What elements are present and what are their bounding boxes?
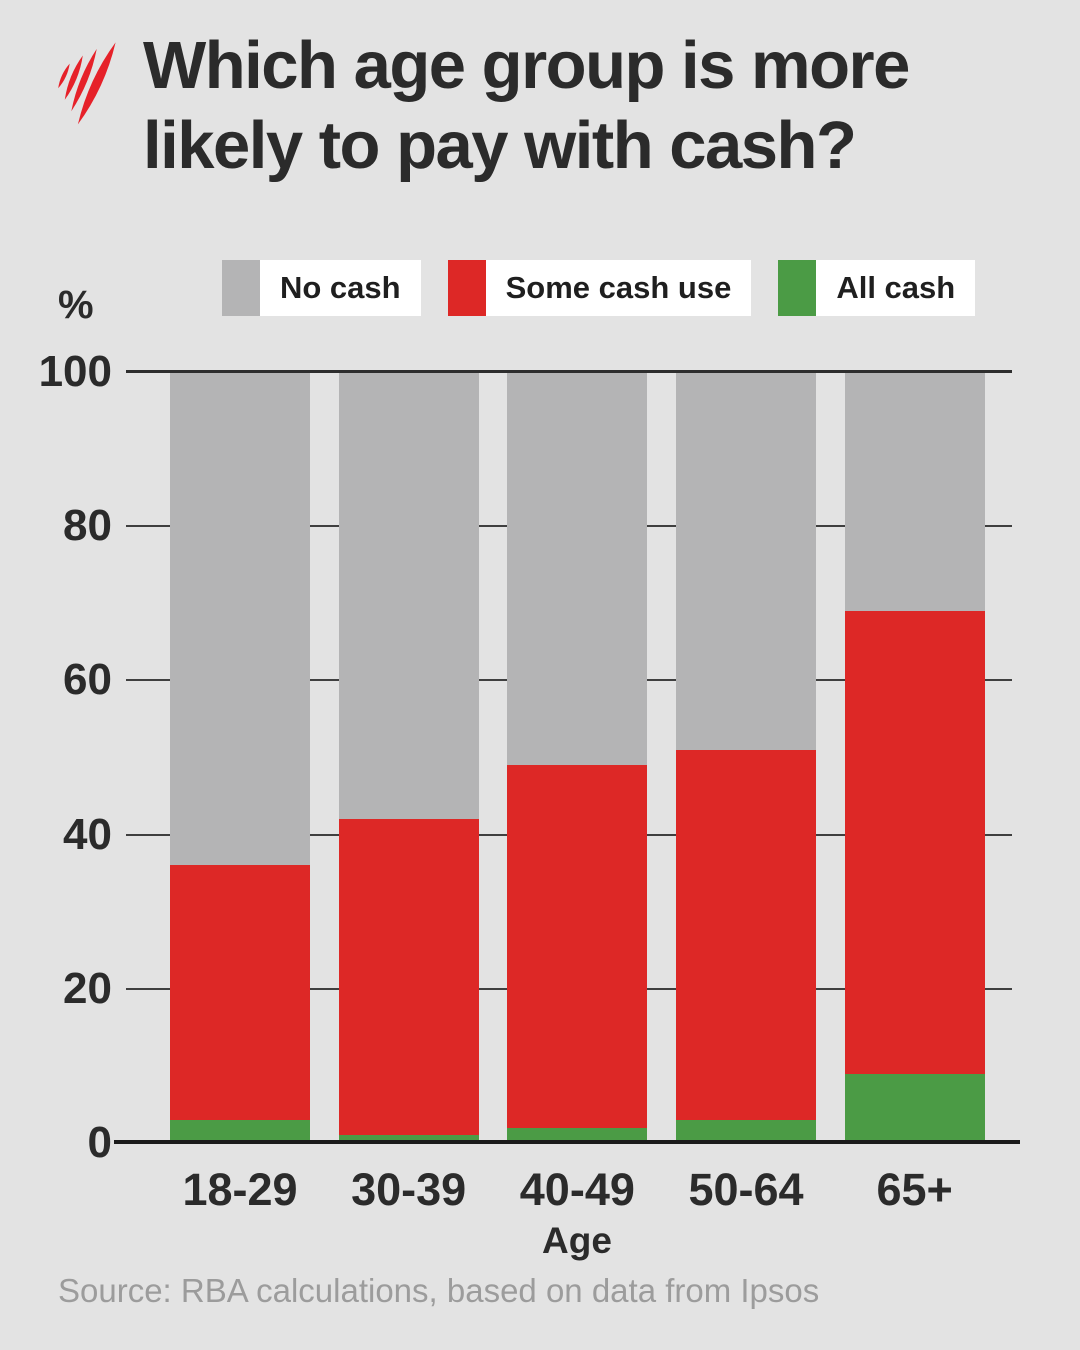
legend-label: Some cash use xyxy=(485,260,752,316)
bar-segment-30-39-no-cash xyxy=(338,372,479,820)
legend-swatch xyxy=(447,260,486,316)
bar-segment-30-39-all-cash xyxy=(338,1135,479,1143)
bar-segment-18-29-some-cash-use xyxy=(170,865,310,1120)
legend-item-all-cash: All cash xyxy=(778,260,976,316)
bar-18-29 xyxy=(170,372,310,1143)
legend-item-no-cash: No cash xyxy=(222,260,421,316)
bar-segment-40-49-no-cash xyxy=(507,372,648,766)
bar-segment-40-49-all-cash xyxy=(507,1127,648,1143)
x-tick-label-50-64: 50-64 xyxy=(688,1164,804,1215)
bar-segment-40-49-some-cash-use xyxy=(507,765,648,1128)
bar-segment-50-64-some-cash-use xyxy=(676,749,816,1120)
title-line-1: Which age group is more xyxy=(143,28,910,103)
y-tick-label-20: 20 xyxy=(63,963,112,1013)
chart-legend: No cash Some cash use All cash xyxy=(222,260,976,316)
legend-label: All cash xyxy=(816,260,976,316)
y-tick-label-40: 40 xyxy=(63,809,112,859)
sbs-flame-logo xyxy=(58,42,116,125)
x-axis-title: Age xyxy=(542,1220,612,1261)
bar-segment-30-39-some-cash-use xyxy=(338,819,479,1136)
y-tick-label-100: 100 xyxy=(38,347,112,396)
bar-40-49 xyxy=(507,372,648,1143)
x-tick-label-40-49: 40-49 xyxy=(519,1164,635,1215)
bar-segment-65+-some-cash-use xyxy=(844,611,985,1074)
legend-swatch xyxy=(778,260,817,316)
y-tick-label-0: 0 xyxy=(87,1118,112,1167)
x-tick-label-30-39: 30-39 xyxy=(351,1164,467,1215)
bar-segment-18-29-no-cash xyxy=(170,372,310,866)
legend-item-some-cash-use: Some cash use xyxy=(447,260,752,316)
bar-65+ xyxy=(844,372,985,1143)
gridline-100 xyxy=(126,370,1012,373)
bar-segment-65+-no-cash xyxy=(844,372,985,612)
legend-swatch xyxy=(222,260,260,316)
title-line-2: likely to pay with cash? xyxy=(143,107,857,183)
y-axis-unit-label: % xyxy=(58,283,94,327)
bar-30-39 xyxy=(338,372,479,1143)
legend-label: No cash xyxy=(260,260,421,316)
source-attribution: Source: RBA calculations, based on data … xyxy=(58,1272,820,1309)
bar-segment-50-64-all-cash xyxy=(676,1119,816,1143)
bar-segment-50-64-no-cash xyxy=(676,372,816,750)
bar-segment-18-29-all-cash xyxy=(170,1119,310,1143)
x-axis-baseline xyxy=(114,1140,1020,1144)
y-tick-label-60: 60 xyxy=(63,655,112,705)
plot-area xyxy=(126,370,1012,1143)
x-tick-label-65+: 65+ xyxy=(876,1164,953,1215)
bar-50-64 xyxy=(676,372,816,1143)
page-title: Which age group is more likely to pay wit… xyxy=(143,26,1053,185)
x-tick-label-18-29: 18-29 xyxy=(182,1164,298,1215)
bar-segment-65+-all-cash xyxy=(844,1073,985,1143)
y-tick-label-80: 80 xyxy=(63,501,112,551)
